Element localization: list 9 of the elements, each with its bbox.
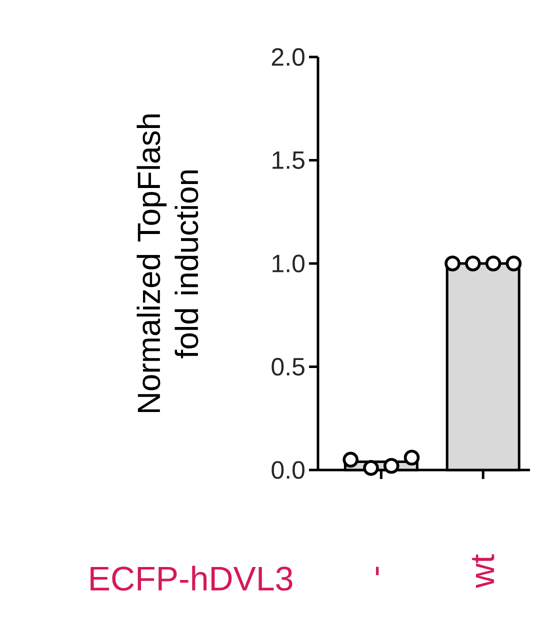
- y-tick-label: 0.5: [272, 358, 304, 376]
- y-tick-label: 1.5: [272, 152, 304, 169]
- x-tick-label: wt: [472, 554, 494, 588]
- y-tick-label: 1.0: [272, 254, 304, 272]
- x-axis-title: ECFP-hDVL3: [90, 566, 292, 591]
- y-tick-label: 0.0: [272, 461, 304, 479]
- y-axis-title: Normalized TopFlash fold induction: [136, 114, 198, 412]
- x-tick-label: -: [376, 566, 379, 576]
- y-tick-label: 2.0: [272, 48, 304, 66]
